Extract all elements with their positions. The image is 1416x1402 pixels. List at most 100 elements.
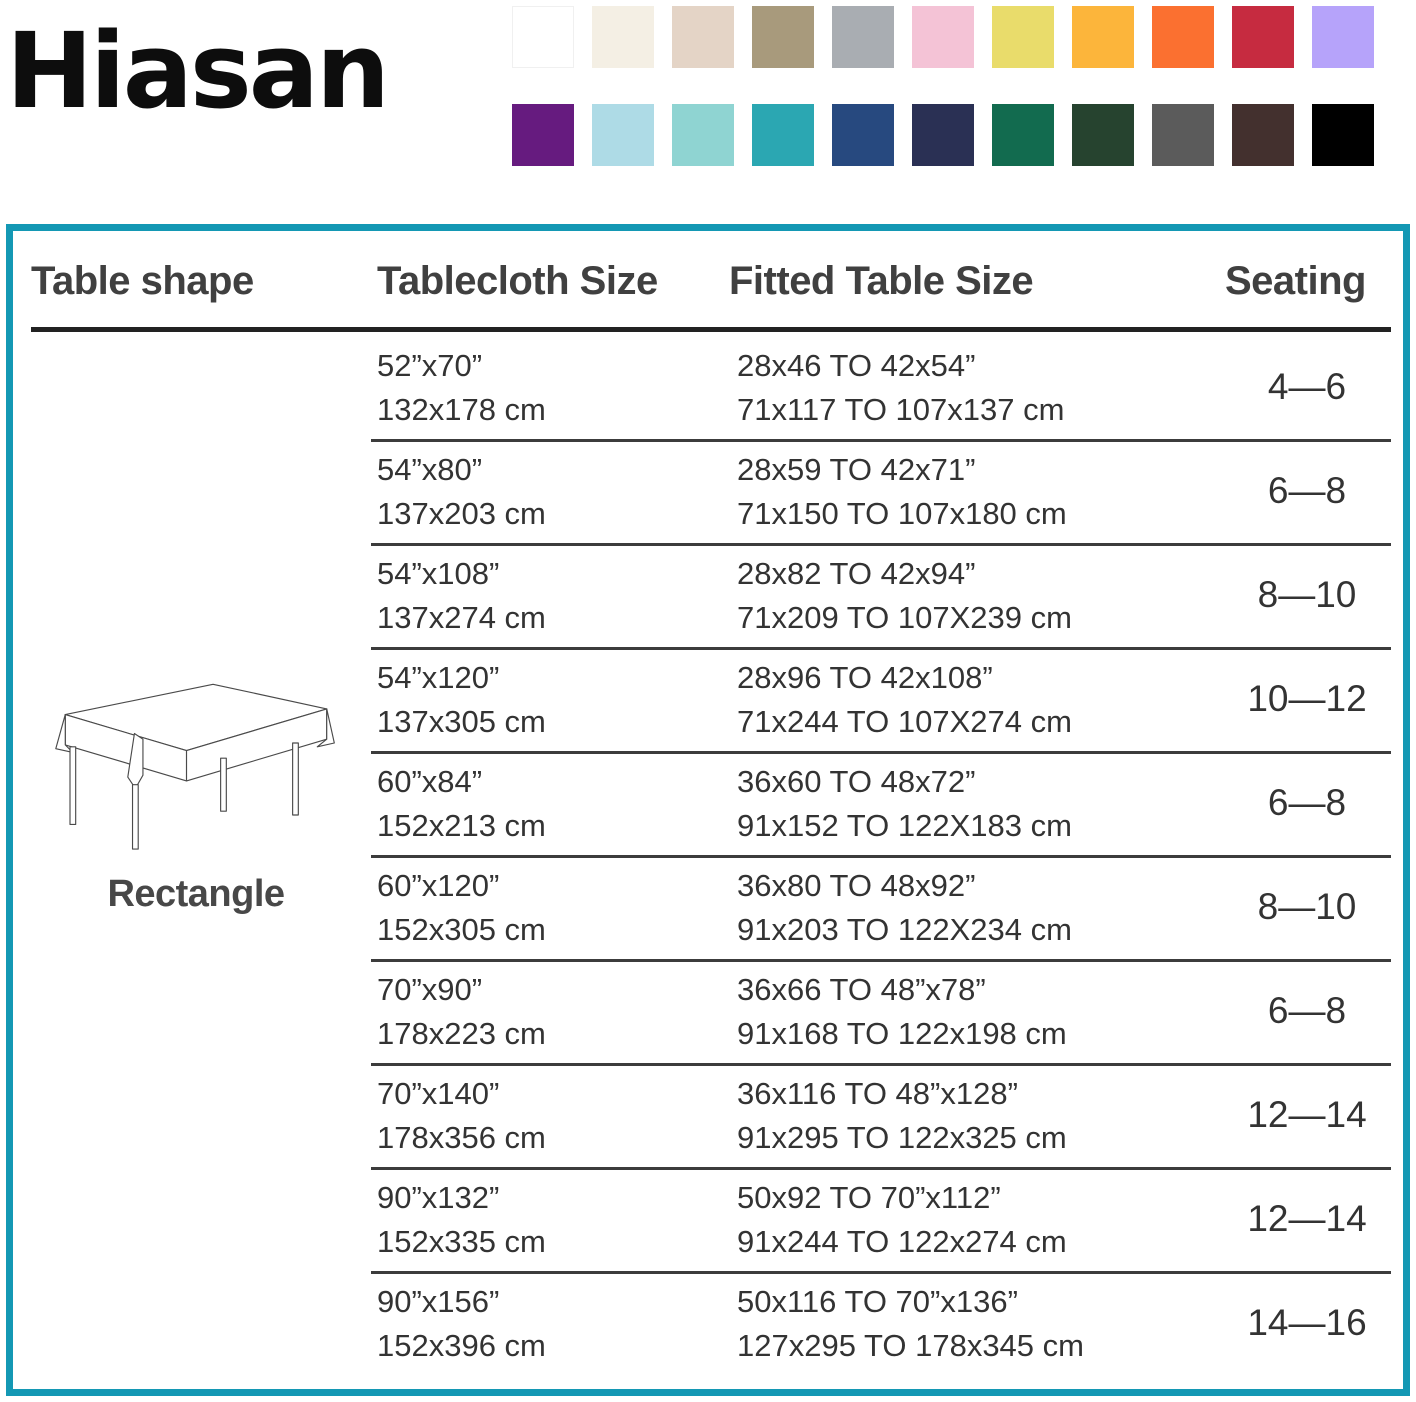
table-row: 60”x120” 152x305 cm 36x80 TO 48x92” 91x2… — [13, 855, 1403, 959]
tablecloth-size-cm: 137x274 cm — [377, 600, 546, 636]
color-swatch-gray[interactable] — [832, 6, 894, 68]
color-swatch-white[interactable] — [512, 6, 574, 68]
fitted-size-cm: 91x152 TO 122X183 cm — [737, 808, 1072, 844]
column-header-table-shape: Table shape — [31, 259, 254, 303]
table-row: 54”x108” 137x274 cm 28x82 TO 42x94” 71x2… — [13, 543, 1403, 647]
cell-seating: 6—8 — [1267, 990, 1347, 1031]
cell-tablecloth-size: 54”x80” 137x203 cm — [377, 448, 546, 536]
cell-tablecloth-size: 52”x70” 132x178 cm — [377, 344, 546, 432]
color-swatch-khaki-taupe[interactable] — [752, 6, 814, 68]
tablecloth-size-inches: 70”x140” — [377, 1076, 500, 1111]
cell-tablecloth-size: 60”x120” 152x305 cm — [377, 864, 546, 952]
tablecloth-size-inches: 60”x84” — [377, 764, 483, 799]
size-chart-panel: Table shape Tablecloth Size Fitted Table… — [6, 224, 1410, 1396]
cell-seating: 6—8 — [1267, 470, 1347, 511]
fitted-size-inches: 50x92 TO 70”x112” — [737, 1180, 1001, 1215]
tablecloth-size-cm: 152x396 cm — [377, 1328, 546, 1364]
color-swatch-dark-brown[interactable] — [1232, 104, 1294, 166]
cell-tablecloth-size: 54”x120” 137x305 cm — [377, 656, 546, 744]
fitted-size-cm: 71x117 TO 107x137 cm — [737, 392, 1065, 428]
color-swatch-aqua[interactable] — [672, 104, 734, 166]
table-row: 54”x120” 137x305 cm 28x96 TO 42x108” 71x… — [13, 647, 1403, 751]
cell-fitted-table-size: 28x59 TO 42x71” 71x150 TO 107x180 cm — [737, 448, 1067, 536]
table-row: 90”x156” 152x396 cm 50x116 TO 70”x136” 1… — [13, 1271, 1403, 1375]
cell-fitted-table-size: 50x116 TO 70”x136” 127x295 TO 178x345 cm — [737, 1280, 1084, 1368]
fitted-size-cm: 91x295 TO 122x325 cm — [737, 1120, 1067, 1156]
rectangle-table-icon — [55, 683, 335, 850]
color-swatch-light-blue[interactable] — [592, 104, 654, 166]
cell-fitted-table-size: 36x66 TO 48”x78” 91x168 TO 122x198 cm — [737, 968, 1067, 1056]
cell-fitted-table-size: 50x92 TO 70”x112” 91x244 TO 122x274 cm — [737, 1176, 1067, 1264]
tablecloth-size-inches: 90”x156” — [377, 1284, 500, 1319]
column-header-tablecloth-size: Tablecloth Size — [377, 259, 658, 303]
color-swatch-dark-gray[interactable] — [1152, 104, 1214, 166]
fitted-size-inches: 36x80 TO 48x92” — [737, 868, 976, 903]
color-swatch-red[interactable] — [1232, 6, 1294, 68]
fitted-size-cm: 91x244 TO 122x274 cm — [737, 1224, 1067, 1260]
table-row: 60”x84” 152x213 cm 36x60 TO 48x72” 91x15… — [13, 751, 1403, 855]
table-shape-label: Rectangle — [107, 873, 285, 915]
table-row: 70”x140” 178x356 cm 36x116 TO 48”x128” 9… — [13, 1063, 1403, 1167]
cell-seating: 4—6 — [1267, 366, 1347, 407]
cell-tablecloth-size: 60”x84” 152x213 cm — [377, 760, 546, 848]
header-divider — [31, 327, 1391, 332]
color-swatch-purple[interactable] — [512, 104, 574, 166]
fitted-size-inches: 36x60 TO 48x72” — [737, 764, 976, 799]
fitted-size-inches: 28x46 TO 42x54” — [737, 348, 976, 383]
color-swatch-teal[interactable] — [752, 104, 814, 166]
cell-tablecloth-size: 54”x108” 137x274 cm — [377, 552, 546, 640]
color-swatch-ivory[interactable] — [592, 6, 654, 68]
fitted-size-cm: 71x209 TO 107X239 cm — [737, 600, 1072, 636]
tablecloth-size-inches: 70”x90” — [377, 972, 483, 1007]
color-swatch-lavender[interactable] — [1312, 6, 1374, 68]
fitted-size-inches: 28x59 TO 42x71” — [737, 452, 976, 487]
table-row: 52”x70” 132x178 cm 28x46 TO 42x54” 71x11… — [13, 335, 1403, 439]
fitted-size-inches: 36x66 TO 48”x78” — [737, 972, 986, 1007]
color-swatch-row-2 — [512, 104, 1400, 166]
cell-tablecloth-size: 70”x140” 178x356 cm — [377, 1072, 546, 1160]
color-swatch-emerald-green[interactable] — [992, 104, 1054, 166]
tablecloth-size-inches: 60”x120” — [377, 868, 500, 903]
tablecloth-size-cm: 137x203 cm — [377, 496, 546, 532]
tablecloth-size-inches: 52”x70” — [377, 348, 483, 383]
top-bar: Hiasan — [0, 0, 1416, 200]
table-header-row: Table shape Tablecloth Size Fitted Table… — [13, 253, 1403, 341]
fitted-size-inches: 36x116 TO 48”x128” — [737, 1076, 1018, 1111]
color-swatch-black[interactable] — [1312, 104, 1374, 166]
fitted-size-cm: 71x244 TO 107X274 cm — [737, 704, 1072, 740]
fitted-size-inches: 50x116 TO 70”x136” — [737, 1284, 1018, 1319]
color-swatch-steel-blue[interactable] — [832, 104, 894, 166]
tablecloth-size-cm: 152x213 cm — [377, 808, 546, 844]
fitted-size-inches: 28x82 TO 42x94” — [737, 556, 976, 591]
tablecloth-size-cm: 178x223 cm — [377, 1016, 546, 1052]
cell-fitted-table-size: 36x60 TO 48x72” 91x152 TO 122X183 cm — [737, 760, 1072, 848]
color-swatch-navy[interactable] — [912, 104, 974, 166]
tablecloth-size-cm: 152x305 cm — [377, 912, 546, 948]
color-swatch-yellow[interactable] — [992, 6, 1054, 68]
cell-tablecloth-size: 90”x156” 152x396 cm — [377, 1280, 546, 1368]
cell-fitted-table-size: 36x116 TO 48”x128” 91x295 TO 122x325 cm — [737, 1072, 1067, 1160]
cell-tablecloth-size: 90”x132” 152x335 cm — [377, 1176, 546, 1264]
brand-logo: Hiasan — [6, 10, 390, 132]
cell-seating: 8—10 — [1257, 886, 1357, 927]
cell-seating: 12—14 — [1247, 1198, 1367, 1239]
fitted-size-cm: 127x295 TO 178x345 cm — [737, 1328, 1084, 1364]
cell-seating: 10—12 — [1247, 678, 1367, 719]
cell-fitted-table-size: 28x46 TO 42x54” 71x117 TO 107x137 cm — [737, 344, 1064, 432]
fitted-size-cm: 91x203 TO 122X234 cm — [737, 912, 1072, 948]
column-header-seating: Seating — [1225, 259, 1366, 303]
fitted-size-cm: 91x168 TO 122x198 cm — [737, 1016, 1067, 1052]
table-row: 70”x90” 178x223 cm 36x66 TO 48”x78” 91x1… — [13, 959, 1403, 1063]
color-swatch-gold[interactable] — [1072, 6, 1134, 68]
cell-seating: 14—16 — [1247, 1302, 1367, 1343]
color-swatch-row-1 — [512, 6, 1400, 68]
tablecloth-size-inches: 90”x132” — [377, 1180, 500, 1215]
color-swatch-beige[interactable] — [672, 6, 734, 68]
table-body: 52”x70” 132x178 cm 28x46 TO 42x54” 71x11… — [13, 335, 1403, 1375]
fitted-size-inches: 28x96 TO 42x108” — [737, 660, 993, 695]
color-swatch-orange[interactable] — [1152, 6, 1214, 68]
cell-seating: 8—10 — [1257, 574, 1357, 615]
tablecloth-size-cm: 152x335 cm — [377, 1224, 546, 1260]
color-swatch-forest-green[interactable] — [1072, 104, 1134, 166]
color-swatch-pink[interactable] — [912, 6, 974, 68]
